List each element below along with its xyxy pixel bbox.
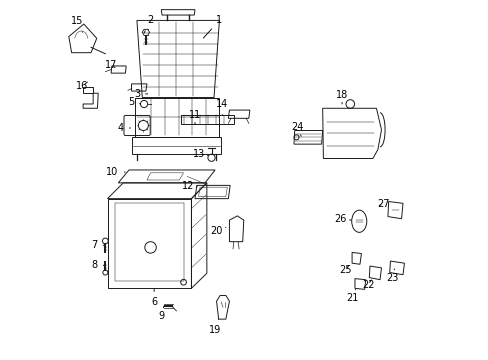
Text: 26: 26 (334, 214, 351, 224)
Text: 7: 7 (91, 240, 104, 250)
Text: 24: 24 (291, 122, 303, 136)
Text: 20: 20 (210, 226, 225, 236)
Text: 19: 19 (208, 319, 221, 335)
Text: 4: 4 (118, 123, 130, 133)
Text: 10: 10 (106, 167, 125, 177)
Text: 21: 21 (346, 289, 358, 303)
Text: 27: 27 (377, 199, 389, 210)
Text: 25: 25 (339, 265, 351, 275)
Text: 15: 15 (70, 17, 82, 32)
Text: 18: 18 (335, 90, 347, 104)
Text: 8: 8 (91, 260, 104, 270)
Text: 16: 16 (76, 81, 88, 91)
Text: 22: 22 (361, 280, 374, 290)
Text: 12: 12 (181, 181, 197, 192)
Text: 1: 1 (203, 15, 222, 38)
Text: 3: 3 (134, 89, 147, 99)
Text: 17: 17 (105, 59, 117, 69)
Text: 11: 11 (188, 110, 201, 125)
Text: 14: 14 (216, 99, 228, 115)
Text: 9: 9 (158, 306, 164, 320)
Text: 2: 2 (144, 15, 153, 33)
Text: 5: 5 (127, 97, 140, 107)
Text: 23: 23 (385, 269, 398, 283)
Text: 6: 6 (151, 289, 157, 307)
Text: 13: 13 (192, 149, 207, 159)
